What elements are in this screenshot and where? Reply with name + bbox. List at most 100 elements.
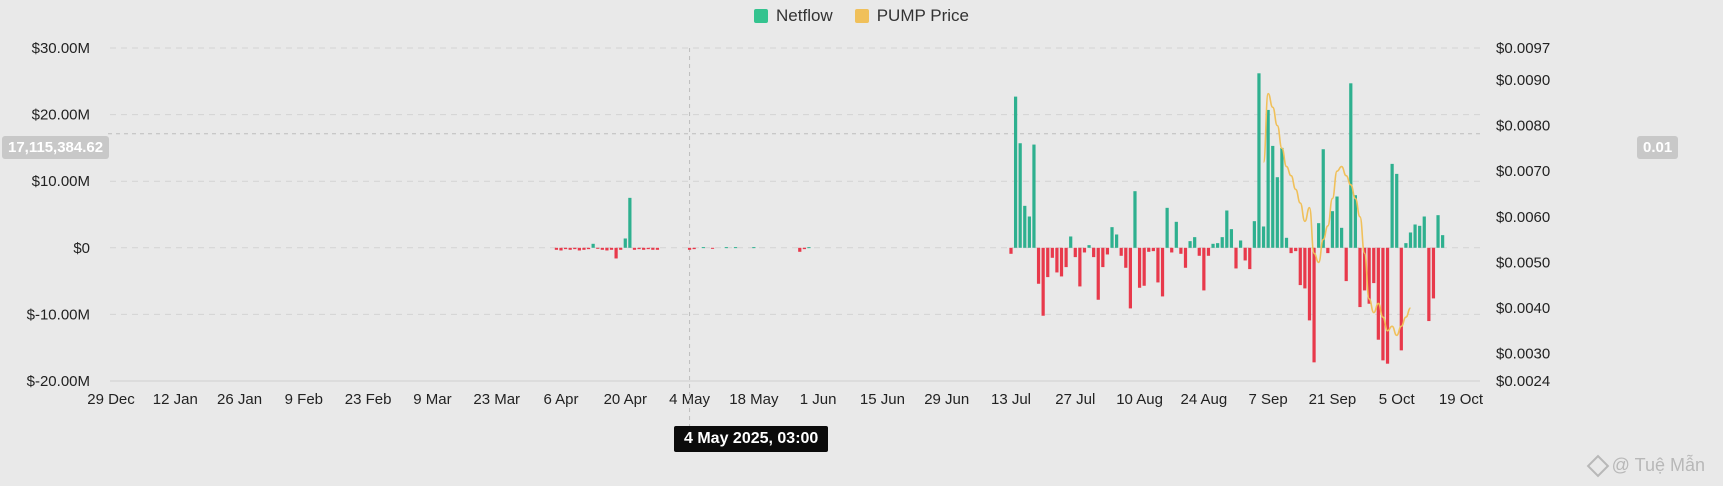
netflow-bar-15 <box>623 238 627 248</box>
crosshair-x-label: 4 May 2025, 03:00 <box>674 426 829 452</box>
netflow-bar-37 <box>1027 216 1031 248</box>
netflow-bar-25 <box>701 247 705 249</box>
netflow-bar-56 <box>1115 234 1119 248</box>
netflow-bar-99 <box>1312 247 1316 363</box>
netflow-bar-106 <box>1344 247 1348 282</box>
netflow-bar-29 <box>752 247 756 249</box>
netflow-bar-119 <box>1404 243 1408 248</box>
netflow-bar-101 <box>1321 149 1325 248</box>
netflow-bar-41 <box>1046 247 1050 278</box>
netflow-bar-27 <box>724 247 728 249</box>
watermark-text: @ Tuệ Mẫn <box>1611 455 1705 475</box>
watermark-icon <box>1586 454 1609 477</box>
netflow-bar-97 <box>1303 247 1307 289</box>
netflow-bar-96 <box>1298 247 1302 286</box>
netflow-bar-100 <box>1317 223 1321 248</box>
x-tick-label-6: 23 Mar <box>473 391 520 408</box>
netflow-bar-89 <box>1266 109 1270 248</box>
y-left-tick-label-3: $0 <box>73 240 90 257</box>
netflow-bar-125 <box>1431 247 1436 299</box>
x-tick-label-2: 26 Jan <box>217 391 262 408</box>
x-tick-label-12: 15 Jun <box>860 391 905 408</box>
netflow-bar-47 <box>1073 247 1077 258</box>
chart-legend: Netflow PUMP Price <box>0 6 1723 26</box>
netflow-bar-122 <box>1418 225 1422 248</box>
netflow-bar-39 <box>1036 247 1041 284</box>
netflow-bar-90 <box>1271 145 1275 248</box>
x-tick-label-3: 9 Feb <box>285 391 323 408</box>
crosshair-y-right-label: 0.01 <box>1637 136 1679 159</box>
netflow-bar-71 <box>1183 247 1188 268</box>
y-right-tick-label-7: $0.0030 <box>1496 346 1550 363</box>
netflow-bar-92 <box>1280 147 1284 248</box>
y-right-tick-label-2: $0.0080 <box>1496 118 1550 135</box>
netflow-bar-54 <box>1105 247 1110 255</box>
netflow-bar-108 <box>1353 195 1357 248</box>
netflow-bar-57 <box>1119 247 1123 256</box>
netflow-bar-0 <box>554 247 559 250</box>
netflow-bar-33 <box>1009 247 1013 254</box>
x-tick-label-8: 20 Apr <box>604 391 647 408</box>
netflow-bar-52 <box>1096 247 1100 300</box>
y-right-tick-label-8: $0.0024 <box>1496 373 1550 390</box>
netflow-bar-58 <box>1124 247 1128 268</box>
netflow-bar-22 <box>655 247 660 250</box>
netflow-bar-24 <box>692 247 696 250</box>
netflow-bar-4 <box>573 247 577 250</box>
legend-item-price[interactable]: PUMP Price <box>854 6 969 26</box>
netflow-bar-95 <box>1294 247 1298 252</box>
netflow-bar-123 <box>1422 216 1426 248</box>
x-tick-label-11: 1 Jun <box>800 391 837 408</box>
x-tick-label-13: 29 Jun <box>924 391 969 408</box>
netflow-bar-44 <box>1059 247 1064 277</box>
netflow-bar-35 <box>1018 143 1022 248</box>
netflow-bar-14 <box>619 247 623 250</box>
y-right-tick-label-0: $0.0097 <box>1496 40 1550 57</box>
netflow-bar-2 <box>563 247 568 250</box>
y-right-tick-label-1: $0.0090 <box>1496 72 1550 89</box>
netflow-bar-115 <box>1385 247 1390 364</box>
x-tick-label-1: 12 Jan <box>153 391 198 408</box>
netflow-bar-32 <box>807 247 811 249</box>
legend-item-netflow[interactable]: Netflow <box>754 6 833 26</box>
netflow-bar-109 <box>1358 247 1362 308</box>
legend-label-price: PUMP Price <box>876 6 969 25</box>
netflow-bar-23 <box>687 247 692 250</box>
netflow-bar-79 <box>1220 237 1224 248</box>
netflow-bar-36 <box>1023 205 1027 248</box>
y-right-tick-label-6: $0.0040 <box>1496 300 1550 317</box>
netflow-bar-16 <box>628 197 632 248</box>
netflow-bar-13 <box>614 247 618 259</box>
netflow-bar-75 <box>1202 247 1206 291</box>
netflow-bar-91 <box>1275 177 1279 248</box>
netflow-bar-18 <box>637 247 641 250</box>
netflow-bar-61 <box>1137 247 1142 288</box>
y-right-tick-label-3: $0.0070 <box>1496 163 1550 180</box>
netflow-bar-3 <box>568 247 572 250</box>
netflow-bar-80 <box>1225 210 1229 248</box>
netflow-bar-31 <box>802 247 806 250</box>
netflow-bar-26 <box>710 247 715 249</box>
y-left-tick-label-0: $30.00M <box>32 40 90 57</box>
y-left-tick-label-4: $-10.00M <box>27 306 90 323</box>
legend-swatch-netflow <box>754 9 769 23</box>
netflow-bar-62 <box>1142 247 1146 286</box>
netflow-bar-85 <box>1248 247 1252 270</box>
netflow-bar-73 <box>1193 237 1197 248</box>
netflow-bar-49 <box>1082 247 1087 253</box>
netflow-bar-118 <box>1399 247 1403 351</box>
netflow-bar-74 <box>1197 247 1201 256</box>
netflow-bar-114 <box>1381 247 1385 361</box>
netflow-bar-42 <box>1050 247 1054 258</box>
netflow-bar-117 <box>1395 173 1399 248</box>
netflow-bar-121 <box>1413 224 1417 248</box>
x-tick-label-7: 6 Apr <box>543 391 578 408</box>
netflow-bar-111 <box>1367 247 1371 304</box>
netflow-bar-46 <box>1069 236 1073 248</box>
netflow-bar-87 <box>1257 73 1261 248</box>
netflow-bar-51 <box>1092 247 1096 258</box>
netflow-bar-66 <box>1160 247 1165 297</box>
x-tick-label-21: 19 Oct <box>1439 391 1484 408</box>
x-tick-label-4: 23 Feb <box>345 391 392 408</box>
